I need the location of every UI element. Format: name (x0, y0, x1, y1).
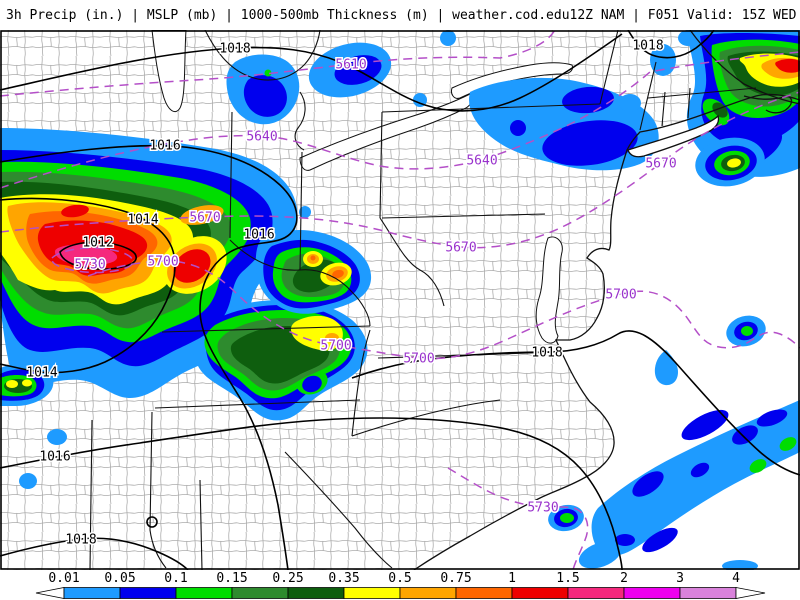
precip-area (47, 429, 67, 445)
legend-value: 1.5 (556, 571, 580, 586)
colorbar-segment (511, 587, 569, 599)
precip-area (302, 375, 322, 393)
precip-area (180, 205, 224, 225)
coastline (413, 30, 800, 570)
precip-area (615, 534, 635, 546)
precip-area (779, 437, 797, 451)
precip-area (325, 333, 339, 343)
precip-area (775, 58, 800, 73)
precip-area (332, 269, 344, 279)
legend-labels: 0.01 0.05 0.1 0.15 0.25 0.35 0.5 0.75 1 1.5 2 3 4 (0, 571, 800, 586)
precip-area (299, 206, 311, 218)
mslp-contour-label: 1014 (127, 213, 158, 228)
thickness-contour-label: 5640 (466, 154, 497, 169)
precip-area (310, 255, 316, 261)
precip-area (440, 30, 456, 46)
precip-area (749, 459, 767, 473)
mslp-contours (0, 30, 800, 570)
precip-area (690, 462, 710, 478)
precip-area (756, 409, 788, 427)
colorbar-segment (735, 587, 766, 599)
thickness-contour-label: 5670 (189, 211, 220, 226)
thickness-contour-label: 5670 (645, 157, 676, 172)
contour-labels: 1018 1016 1014 1012 1016 1018 1018 1014 1016 1018… (25, 37, 678, 549)
thickness-contour-label: 5700 (605, 288, 636, 303)
mslp-contour-label: 1014 (26, 366, 57, 381)
mslp-contour-label: 1018 (531, 346, 562, 361)
title-bar: 3h Precip (in.) | MSLP (mb) | 1000-500mb… (0, 0, 800, 30)
precip-area (681, 409, 729, 441)
thickness-contour-label: 5670 (445, 241, 476, 256)
colorbar-segment (399, 587, 457, 599)
colorbar-segment (343, 587, 401, 599)
precip-area (741, 326, 753, 336)
mslp-contour-label: 1018 (219, 42, 250, 57)
precip-area (619, 94, 641, 112)
legend-value: 1 (508, 571, 516, 586)
precip-area (722, 560, 758, 570)
precip-area (61, 204, 89, 218)
colorbar-segment (567, 587, 625, 599)
thickness-contour-label: 5700 (320, 339, 351, 354)
colorbar (35, 587, 766, 599)
colorbar-segment (455, 587, 513, 599)
precip-area (542, 120, 638, 166)
colorbar-segment (231, 587, 289, 599)
precip-area (413, 93, 427, 107)
legend-value: 0.5 (388, 571, 412, 586)
thickness-contour-label: 5700 (147, 255, 178, 270)
thickness-contour-label: 5700 (403, 352, 434, 367)
map-area: 1018 1016 1014 1012 1016 1018 1018 1014 1016 1018… (0, 30, 800, 570)
legend-value: 0.75 (440, 571, 472, 586)
colorbar-segment (623, 587, 681, 599)
precip-area (173, 249, 211, 283)
legend-value: 0.15 (216, 571, 248, 586)
precip-area (19, 473, 37, 489)
thickness-contour-label: 5610 (335, 58, 366, 73)
legend-value: 0.35 (328, 571, 360, 586)
precip-area (578, 541, 622, 569)
colorbar-segment (35, 587, 65, 599)
legend-value: 3 (676, 571, 684, 586)
colorbar-segment (63, 587, 121, 599)
precip-area (560, 513, 574, 523)
legend-value: 0.05 (104, 571, 136, 586)
legend-value: 0.01 (48, 571, 80, 586)
thickness-contours (0, 30, 800, 570)
model-run-info: 12Z NAM | F051 Valid: 15Z WED SEP 24 202… (569, 7, 800, 23)
thickness-contour-label: 5730 (74, 258, 105, 273)
colorbar-segment (119, 587, 177, 599)
thickness-contour-label: 5730 (527, 501, 558, 516)
precip-area (650, 44, 676, 76)
precip-area (712, 102, 728, 118)
mslp-contour-label: 1012 (82, 236, 113, 251)
precip-area (642, 527, 678, 553)
precip-area (632, 471, 664, 497)
legend-value: 0.1 (164, 571, 188, 586)
precip-area (510, 120, 526, 136)
precip-area (264, 69, 272, 77)
precip-legend: 0.01 0.05 0.1 0.15 0.25 0.35 0.5 0.75 1 1.5 2 3 4 (0, 570, 800, 600)
precip-area (6, 380, 18, 388)
precip-area (562, 86, 614, 114)
precip-area (727, 158, 741, 168)
mslp-contour-label: 1018 (65, 533, 96, 548)
colorbar-segment (175, 587, 233, 599)
product-title: 3h Precip (in.) | MSLP (mb) | 1000-500mb… (6, 7, 570, 23)
thickness-contour-label: 5640 (246, 130, 277, 145)
mslp-contour-label: 1016 (149, 139, 180, 154)
mslp-contour-label: 1016 (243, 228, 274, 243)
mslp-contour-label: 1016 (39, 450, 70, 465)
colorbar-segment (287, 587, 345, 599)
legend-value: 4 (732, 571, 740, 586)
mslp-contour-label: 1018 (632, 39, 663, 54)
precip-area (22, 379, 32, 387)
legend-value: 0.25 (272, 571, 304, 586)
legend-value: 2 (620, 571, 628, 586)
colorbar-segment (679, 587, 737, 599)
map-border (0, 30, 800, 570)
precip-area (243, 75, 287, 117)
